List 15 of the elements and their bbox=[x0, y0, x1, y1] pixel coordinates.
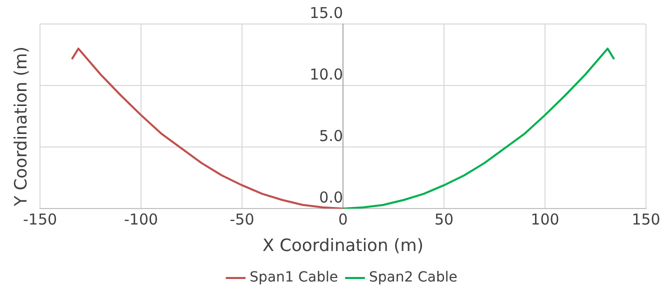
x-tick-label: 50 bbox=[434, 210, 454, 228]
y-axis-title: Y Coordination (m) bbox=[11, 46, 32, 208]
x-axis-title: X Coordination (m) bbox=[262, 236, 424, 256]
y-tick-label: 10.0 bbox=[310, 65, 343, 84]
x-tick-label: 0 bbox=[338, 210, 348, 228]
legend-label: Span1 Cable bbox=[250, 270, 338, 286]
x-tick-label: -50 bbox=[230, 210, 254, 228]
y-tick-label: 15.0 bbox=[310, 4, 343, 22]
y-tick-label: 5.0 bbox=[319, 126, 343, 145]
legend-label: Span2 Cable bbox=[369, 270, 458, 286]
y-tick-label: 0.0 bbox=[319, 188, 343, 206]
x-tick-label: 150 bbox=[632, 210, 660, 228]
x-tick-label: 100 bbox=[530, 210, 560, 228]
x-tick-label: -150 bbox=[22, 210, 58, 228]
x-tick-label: -100 bbox=[124, 210, 158, 228]
